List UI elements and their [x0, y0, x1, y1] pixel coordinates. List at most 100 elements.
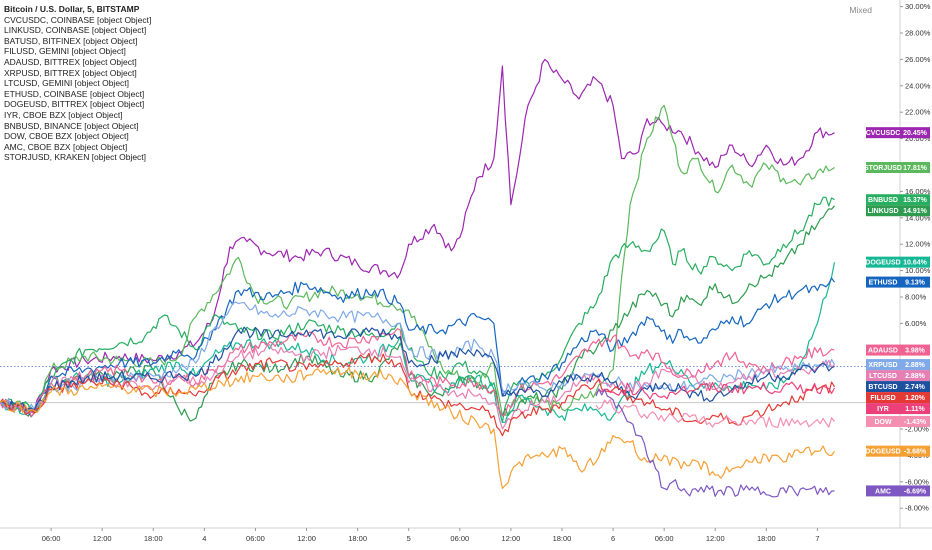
value-tag-amc: AMC -6.69%	[866, 485, 930, 497]
value-tag-name: ADAUSD	[868, 348, 898, 355]
price-axis-label: 30.00%	[905, 2, 931, 11]
time-axis-label: 12:00	[706, 534, 725, 543]
price-axis-label: 14.00%	[905, 213, 931, 222]
value-tag-value: 2.74%	[905, 384, 926, 391]
legend-entry[interactable]: DOGEUSD, BITTREX [object Object]	[4, 99, 145, 110]
price-axis-label: 22.00%	[905, 108, 931, 117]
legend-entry[interactable]: BNBUSD, BINANCE [object Object]	[4, 120, 139, 131]
legend-entry[interactable]: DOW, CBOE BZX [object Object]	[4, 131, 129, 142]
value-tag-xrpusd: XRPUSD 2.88%	[866, 359, 930, 371]
time-axis-label: 4	[202, 534, 206, 543]
value-tag-name: ETHUSD	[869, 280, 898, 287]
value-tag-name: XRPUSD	[868, 362, 897, 369]
legend-entry[interactable]: STORJUSD, KRAKEN [object Object]	[4, 152, 147, 163]
value-tag-adausd: ADAUSD 3.98%	[866, 344, 930, 356]
legend-entry[interactable]: IYR, CBOE BZX [object Object]	[4, 109, 123, 120]
series-line-iyr	[595, 381, 836, 400]
value-tag-name: IYR	[877, 406, 889, 413]
scale-mode-label[interactable]: Mixed	[849, 5, 872, 15]
value-tag-bnbusd: BNBUSD 15.37%	[866, 194, 930, 206]
value-tag-value: 17.81%	[903, 165, 928, 172]
value-tag-value: 15.37%	[903, 197, 928, 204]
value-tag-value: 2.88%	[905, 362, 926, 369]
time-axis[interactable]: 06:00 12:00 18:00 4 06:00 12:00 18:00 5 06:00 12:…	[42, 528, 820, 543]
value-tag-storjusd: STORJUSD 17.81%	[864, 162, 930, 174]
time-axis-label: 06:00	[655, 534, 674, 543]
series-line-amc	[595, 388, 835, 498]
time-axis-label: 5	[407, 534, 411, 543]
value-tag-value: -3.68%	[904, 449, 927, 456]
time-axis-label: 12:00	[93, 534, 112, 543]
series-line-btcusd	[0, 326, 835, 412]
series-layer	[0, 58, 900, 498]
series-line-dogeusd	[0, 262, 836, 423]
price-axis-label: 10.00%	[905, 266, 931, 275]
series-line-bnbusd	[0, 196, 835, 423]
legend-entry[interactable]: CVCUSDC, COINBASE [object Object]	[4, 14, 152, 25]
value-tag-value: 10.64%	[903, 260, 928, 267]
chart-title[interactable]: Bitcoin / U.S. Dollar, 5, BITSTAMP	[4, 4, 140, 14]
value-tag-value: 1.11%	[905, 406, 925, 413]
value-tag-cvcusdc: CVCUSDC 20.45%	[866, 127, 930, 139]
time-axis-label: 06:00	[450, 534, 469, 543]
legend-entry[interactable]: XRPUSD, BITTREX [object Object]	[4, 67, 137, 78]
value-tag-ethusd: ETHUSD 9.13%	[866, 276, 930, 288]
value-tag-linkusd: LINKUSD 14.91%	[866, 205, 930, 217]
time-axis-label: 06:00	[246, 534, 265, 543]
value-tag-name: DOGEUSD	[865, 260, 900, 267]
legend-entry[interactable]: LINKUSD, COINBASE [object Object]	[4, 25, 147, 36]
value-tag-name: CVCUSDC	[866, 130, 901, 137]
legend-entry[interactable]: BATUSD, BITFINEX [object Object]	[4, 35, 138, 46]
time-axis-label: 06:00	[42, 534, 61, 543]
value-tag-name: DOGEUSD	[865, 449, 900, 456]
legend-entry[interactable]: FILUSD, GEMINI [object Object]	[4, 46, 126, 57]
value-tag-name: LTCUSD	[869, 373, 897, 380]
value-tag-name: FILUSD	[870, 395, 895, 402]
value-tag-filusd: FILUSD 1.20%	[866, 392, 930, 404]
time-axis-label: 18:00	[144, 534, 163, 543]
legend-entry[interactable]: LTCUSD, GEMINI [object Object]	[4, 78, 130, 89]
legend-entry[interactable]: ETHUSD, COINBASE [object Object]	[4, 88, 145, 99]
price-axis-label: 28.00%	[905, 29, 931, 38]
value-tag-dogeusd: DOGEUSD 10.64%	[865, 256, 930, 268]
value-tag-ltcusd: LTCUSD 2.88%	[866, 370, 930, 382]
series-line-filusd	[0, 352, 836, 437]
legend-entry[interactable]: ADAUSD, BITTREX [object Object]	[4, 56, 137, 67]
legend: Bitcoin / U.S. Dollar, 5, BITSTAMP CVCUS…	[4, 4, 151, 163]
value-tag-value: 2.88%	[905, 373, 926, 380]
time-axis-label: 18:00	[553, 534, 572, 543]
value-tag-name: DOW	[874, 419, 892, 426]
series-line-doge2	[0, 366, 835, 489]
value-tag-value: 9.13%	[905, 280, 926, 287]
series-line-ethusd	[0, 277, 835, 418]
value-tag-name: AMC	[875, 488, 891, 495]
value-tag-name: BNBUSD	[868, 197, 898, 204]
price-axis-label: -6.00%	[905, 477, 929, 486]
time-axis-label: 18:00	[757, 534, 776, 543]
series-line-dow	[595, 399, 835, 428]
value-tag-value: -1.43%	[904, 419, 927, 426]
price-axis-label: -8.00%	[905, 504, 929, 513]
value-tag-value: 20.45%	[903, 130, 928, 137]
price-axis-label: 8.00%	[905, 293, 927, 302]
price-axis-label: 20.00%	[905, 134, 931, 143]
price-axis-label: 26.00%	[905, 55, 931, 64]
price-axis-label: 24.00%	[905, 81, 931, 90]
value-tag-name: LINKUSD	[867, 208, 898, 215]
value-tag-value: 14.91%	[903, 208, 928, 215]
legend-entry[interactable]: AMC, CBOE BZX [object Object]	[4, 141, 128, 152]
time-axis-label: 18:00	[348, 534, 367, 543]
value-tag-value: 3.98%	[905, 348, 926, 355]
series-value-tags: CVCUSDC 20.45%STORJUSD 17.81%BNBUSD 15.37%L…	[864, 127, 930, 497]
price-axis-label: -2.00%	[905, 425, 929, 434]
time-axis-label: 7	[815, 534, 819, 543]
value-tag-name: BTCUSD	[868, 384, 897, 391]
price-axis-label: 16.00%	[905, 187, 931, 196]
value-tag-value: -6.69%	[904, 488, 927, 495]
price-axis-label: 6.00%	[905, 319, 927, 328]
time-axis-label: 12:00	[502, 534, 521, 543]
series-line-cvcusdc	[0, 58, 835, 413]
value-tag-doge2: DOGEUSD -3.68%	[865, 445, 930, 457]
